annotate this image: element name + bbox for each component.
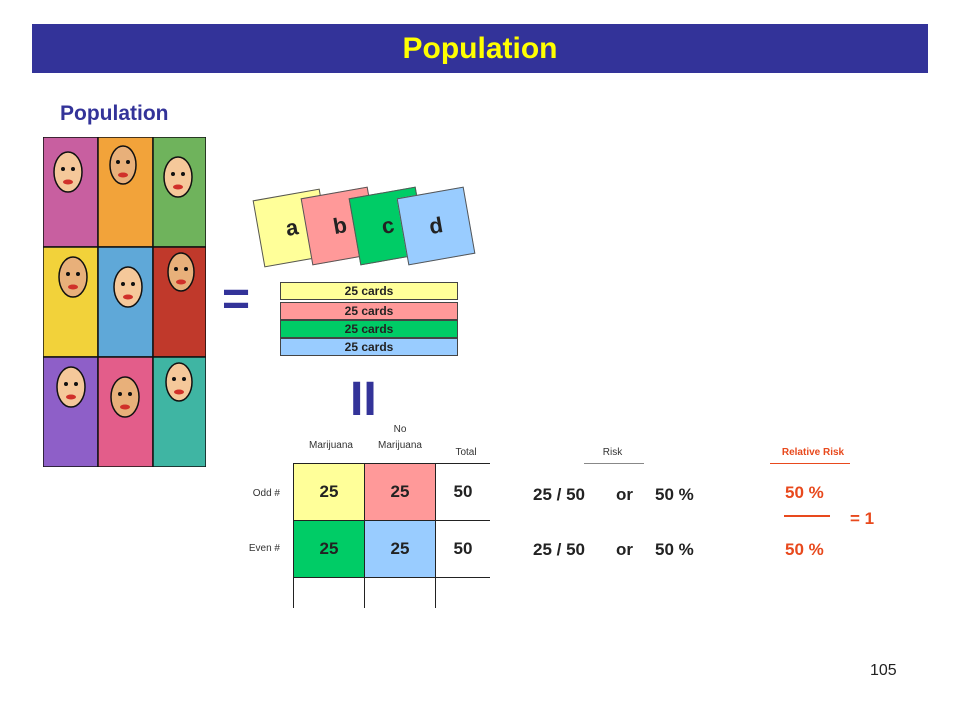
card-b-label: b — [331, 212, 349, 239]
table-vline-1 — [293, 463, 294, 608]
table-vline-2 — [364, 463, 365, 608]
table-hline-3 — [293, 577, 490, 578]
table-hline-2 — [293, 520, 490, 521]
population-heading: Population — [60, 102, 169, 125]
stack-label: 25 cards — [344, 322, 394, 336]
risk-odd-percent: 50 % — [655, 485, 694, 504]
vertical-equals-sign: II — [350, 373, 377, 426]
risk-odd-or: or — [616, 485, 633, 504]
page-number: 105 — [870, 662, 897, 679]
card-c-label: c — [379, 212, 397, 239]
stack-layer-blue: 25 cards — [280, 338, 458, 356]
risk-even-fraction: 25 / 50 — [533, 540, 585, 559]
card-d: d — [396, 186, 476, 266]
card-d-label: d — [427, 212, 445, 239]
relative-risk-denominator: 50 % — [785, 540, 824, 559]
cell-odd-marijuana: 25 — [294, 463, 364, 520]
col-header-no-marijuana-line1: No — [393, 424, 407, 435]
table-vline-3 — [435, 463, 436, 608]
cell-odd-total: 50 — [453, 481, 473, 501]
stack-layer-green: 25 cards — [280, 320, 458, 338]
risk-odd-fraction: 25 / 50 — [533, 485, 585, 504]
relative-risk-fraction-bar — [784, 515, 830, 517]
col-header-total: Total — [455, 447, 477, 458]
table-hline-1 — [293, 463, 490, 464]
stack-label: 25 cards — [344, 284, 394, 298]
crowd-illustration — [43, 137, 206, 467]
equals-sign: = — [222, 273, 251, 326]
risk-header-underline — [584, 463, 644, 464]
col-header-no-marijuana-line2: Marijuana — [378, 440, 422, 451]
cell-odd-no-marijuana: 25 — [365, 463, 435, 520]
stack-label: 25 cards — [344, 304, 394, 318]
title-bar: Population — [32, 24, 928, 73]
relative-risk-numerator: 50 % — [785, 483, 824, 502]
row-label-odd: Odd # — [252, 488, 280, 499]
col-header-marijuana: Marijuana — [309, 440, 353, 451]
relative-risk-result: = 1 — [850, 509, 875, 528]
col-header-relative-risk: Relative Risk — [781, 447, 845, 458]
cell-even-marijuana: 25 — [294, 521, 364, 577]
cell-even-no-marijuana: 25 — [365, 521, 435, 577]
row-label-even: Even # — [248, 543, 280, 554]
relative-risk-header-underline — [770, 463, 850, 464]
col-header-risk: Risk — [602, 447, 623, 458]
card-a-label: a — [283, 214, 301, 241]
stack-layer-pink: 25 cards — [280, 302, 458, 320]
page-title: Population — [402, 31, 558, 65]
risk-even-or: or — [616, 540, 633, 559]
risk-even-percent: 50 % — [655, 540, 694, 559]
stack-layer-yellow: 25 cards — [280, 282, 458, 300]
stack-label: 25 cards — [344, 340, 394, 354]
cell-even-total: 50 — [453, 539, 473, 558]
